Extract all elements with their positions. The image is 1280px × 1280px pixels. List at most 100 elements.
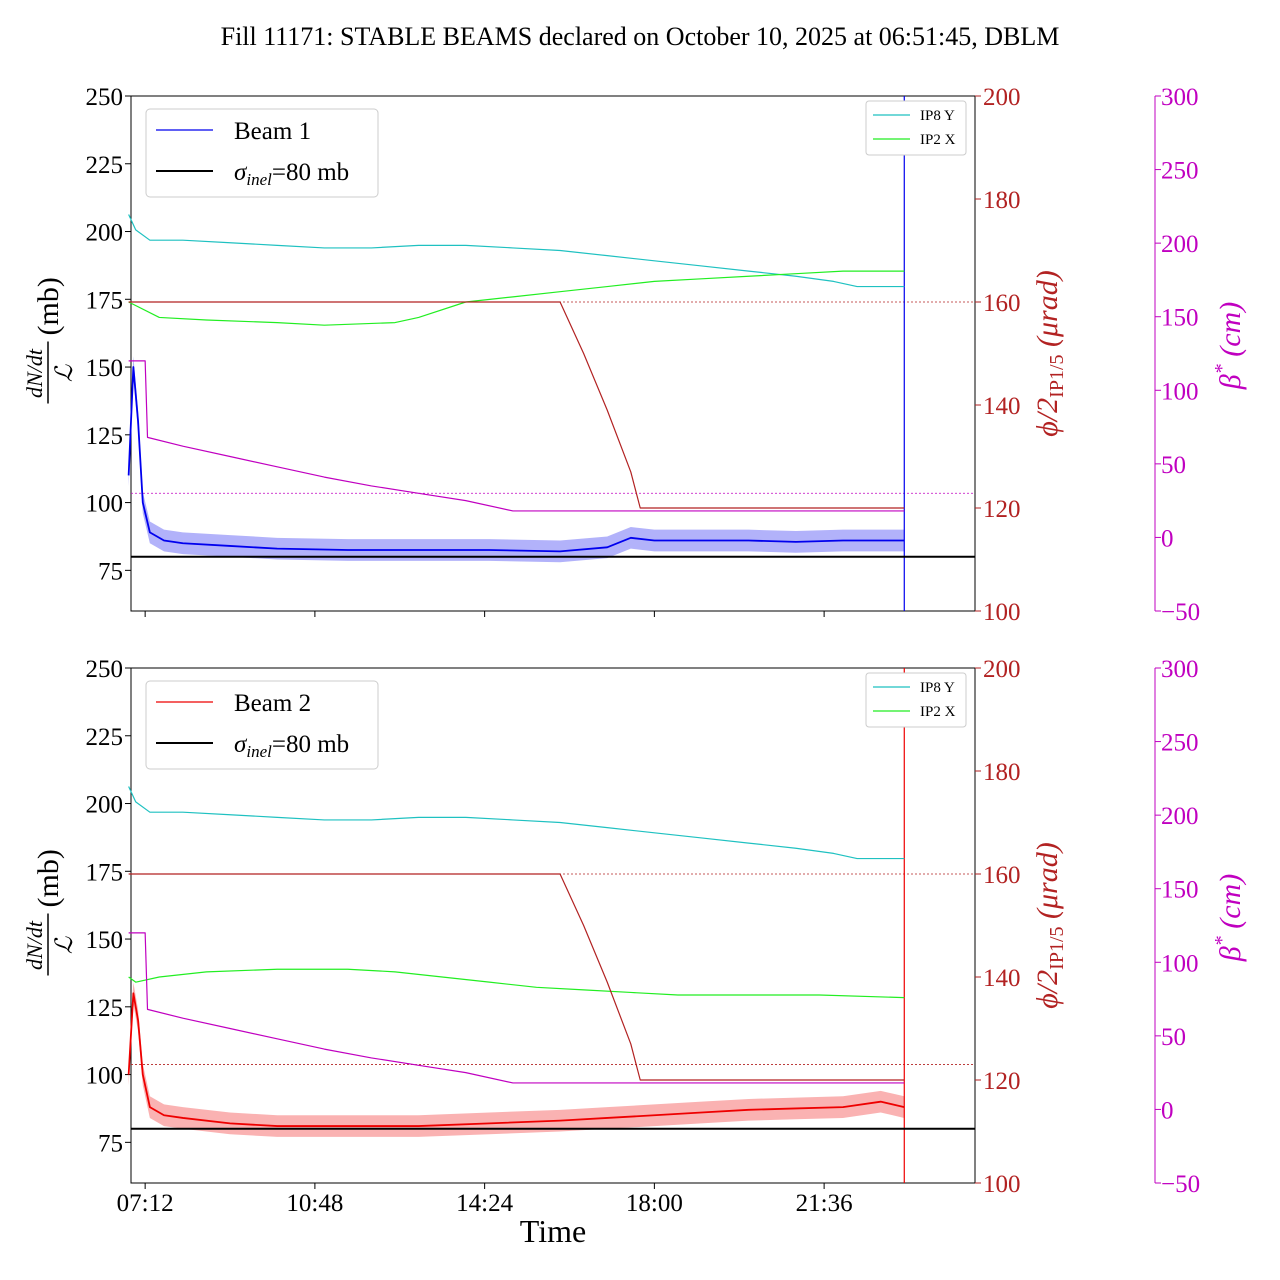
left-tick-label: 75 <box>98 1130 123 1157</box>
main-legend: Beam 1 σinel=80 mb <box>145 108 379 198</box>
magenta-axis-label-text: β* (cm) <box>1211 874 1247 962</box>
bottom-panel: 75 100 125 150 175 200 225 250 100 120 140 160 180 20… <box>22 656 1247 1217</box>
series-line <box>127 366 905 553</box>
left-tick-label: 100 <box>86 491 124 518</box>
legend-beam-label: Beam 1 <box>234 118 311 145</box>
left-tick-label: 225 <box>86 152 124 179</box>
left-tick-label: 250 <box>86 656 124 683</box>
red-axis-label-sub: IP1/5 <box>1046 927 1068 970</box>
magenta-axis-label-main: β <box>1214 374 1247 390</box>
red-axis-tick-label: 120 <box>983 1068 1021 1095</box>
magenta-axis-label-unit: (cm) <box>1214 302 1247 364</box>
magenta-axis-tick-label: 0 <box>1161 1097 1174 1124</box>
series-line <box>128 932 905 1084</box>
red-axis-label: ϕ/2IP1/5 (μrad) <box>1031 842 1068 1008</box>
red-axis-tick-label: 180 <box>983 759 1021 786</box>
sigma-symbol: σ <box>234 159 248 186</box>
left-axis-label: dN/dt ℒ (mb) <box>22 277 78 404</box>
left-axis-label: dN/dt ℒ (mb) <box>22 849 78 976</box>
x-axis-label: Time <box>520 1213 586 1249</box>
x-tick-label: 14:24 <box>456 1190 513 1217</box>
red-axis-label-sub: IP1/5 <box>1046 355 1068 398</box>
magenta-axis-tick-label: 250 <box>1161 158 1199 185</box>
red-axis-tick-label: 180 <box>983 187 1021 214</box>
magenta-axis-tick-label: −50 <box>1161 1171 1200 1198</box>
magenta-axis-label-unit: (cm) <box>1214 874 1247 936</box>
left-tick-label: 175 <box>86 859 124 886</box>
left-axis-label-unit: (mb) <box>32 277 65 335</box>
magenta-axis-label: β* (cm) <box>1211 874 1247 962</box>
red-axis-label-unit: (μrad) <box>1031 842 1064 926</box>
top-panel: 75 100 125 150 175 200 225 250 100 120 140 160 180 20… <box>22 84 1247 626</box>
legend-box <box>145 108 379 198</box>
small-legend: IP8 Y IP2 X <box>865 100 967 156</box>
magenta-axis-tick-label: 200 <box>1161 803 1199 830</box>
left-axis-label-numerator: dN/dt <box>22 348 47 398</box>
left-axis-label-denominator: ℒ <box>52 936 78 954</box>
magenta-axis-tick-label: 50 <box>1161 1024 1186 1051</box>
magenta-axis-tick-label: 300 <box>1161 656 1199 683</box>
magenta-axis-label-text: β* (cm) <box>1211 302 1247 390</box>
legend-small-label: IP8 Y <box>920 680 955 696</box>
red-axis-label-unit: (μrad) <box>1031 270 1064 354</box>
magenta-axis-tick-label: −50 <box>1161 599 1200 626</box>
legend-beam-label: Beam 2 <box>234 690 311 717</box>
magenta-axis-tick-label: 150 <box>1161 877 1199 904</box>
left-tick-label: 75 <box>98 558 123 585</box>
left-tick-label: 150 <box>86 355 124 382</box>
series-line <box>128 360 905 512</box>
main-legend: Beam 2 σinel=80 mb <box>145 680 379 770</box>
left-tick-label: 200 <box>86 220 124 247</box>
series-line <box>128 214 905 288</box>
x-tick-label: 18:00 <box>626 1190 683 1217</box>
magenta-axis-tick-label: 300 <box>1161 84 1199 111</box>
magenta-axis-tick-label: 250 <box>1161 730 1199 757</box>
left-tick-label: 100 <box>86 1063 124 1090</box>
red-axis-label-text: ϕ/2IP1/5 (μrad) <box>1031 842 1068 1008</box>
legend-small-label: IP2 X <box>920 132 956 148</box>
magenta-axis-label-sup: * <box>1211 936 1233 946</box>
beam-band <box>128 982 905 1137</box>
magenta-axis-tick-label: 100 <box>1161 378 1199 405</box>
small-legend: IP8 Y IP2 X <box>865 672 967 728</box>
red-axis-tick-label: 140 <box>983 393 1021 420</box>
plot-frame <box>130 667 976 1184</box>
x-tick-label: 07:12 <box>117 1190 174 1217</box>
red-axis-label: ϕ/2IP1/5 (μrad) <box>1031 270 1068 436</box>
red-axis-tick-label: 140 <box>983 965 1021 992</box>
magenta-axis-tick-label: 150 <box>1161 305 1199 332</box>
left-tick-label: 125 <box>86 995 124 1022</box>
magenta-axis-label-sup: * <box>1211 364 1233 374</box>
red-axis-label-main: ϕ/2 <box>1031 970 1064 1009</box>
series-line <box>128 270 905 326</box>
left-tick-label: 225 <box>86 724 124 751</box>
red-axis-label-main: ϕ/2 <box>1031 398 1064 437</box>
x-tick-label: 21:36 <box>796 1190 853 1217</box>
series-line <box>128 786 905 860</box>
figure-title: Fill 11171: STABLE BEAMS declared on Oct… <box>221 22 1060 51</box>
red-axis-tick-label: 160 <box>983 862 1021 889</box>
left-axis-label-denominator: ℒ <box>52 364 78 382</box>
sigma-rest: =80 mb <box>272 731 349 758</box>
red-axis-tick-label: 120 <box>983 496 1021 523</box>
series-line <box>128 968 905 999</box>
sigma-rest: =80 mb <box>272 159 349 186</box>
magenta-axis-label-main: β <box>1214 946 1247 962</box>
red-axis-tick-label: 100 <box>983 1171 1021 1198</box>
plot-frame <box>130 95 976 612</box>
series-line <box>128 301 905 509</box>
x-tick-label: 10:48 <box>286 1190 343 1217</box>
left-tick-label: 175 <box>86 287 124 314</box>
left-tick-label: 250 <box>86 84 124 111</box>
sigma-symbol: σ <box>234 731 248 758</box>
left-tick-label: 200 <box>86 792 124 819</box>
red-axis-tick-label: 200 <box>983 656 1021 683</box>
magenta-axis-tick-label: 100 <box>1161 950 1199 977</box>
left-tick-label: 150 <box>86 927 124 954</box>
sigma-sub: inel <box>246 170 272 189</box>
magenta-axis-tick-label: 200 <box>1161 231 1199 258</box>
magenta-axis-tick-label: 0 <box>1161 525 1174 552</box>
red-axis-tick-label: 200 <box>983 84 1021 111</box>
left-axis-label-numerator: dN/dt <box>22 920 47 970</box>
